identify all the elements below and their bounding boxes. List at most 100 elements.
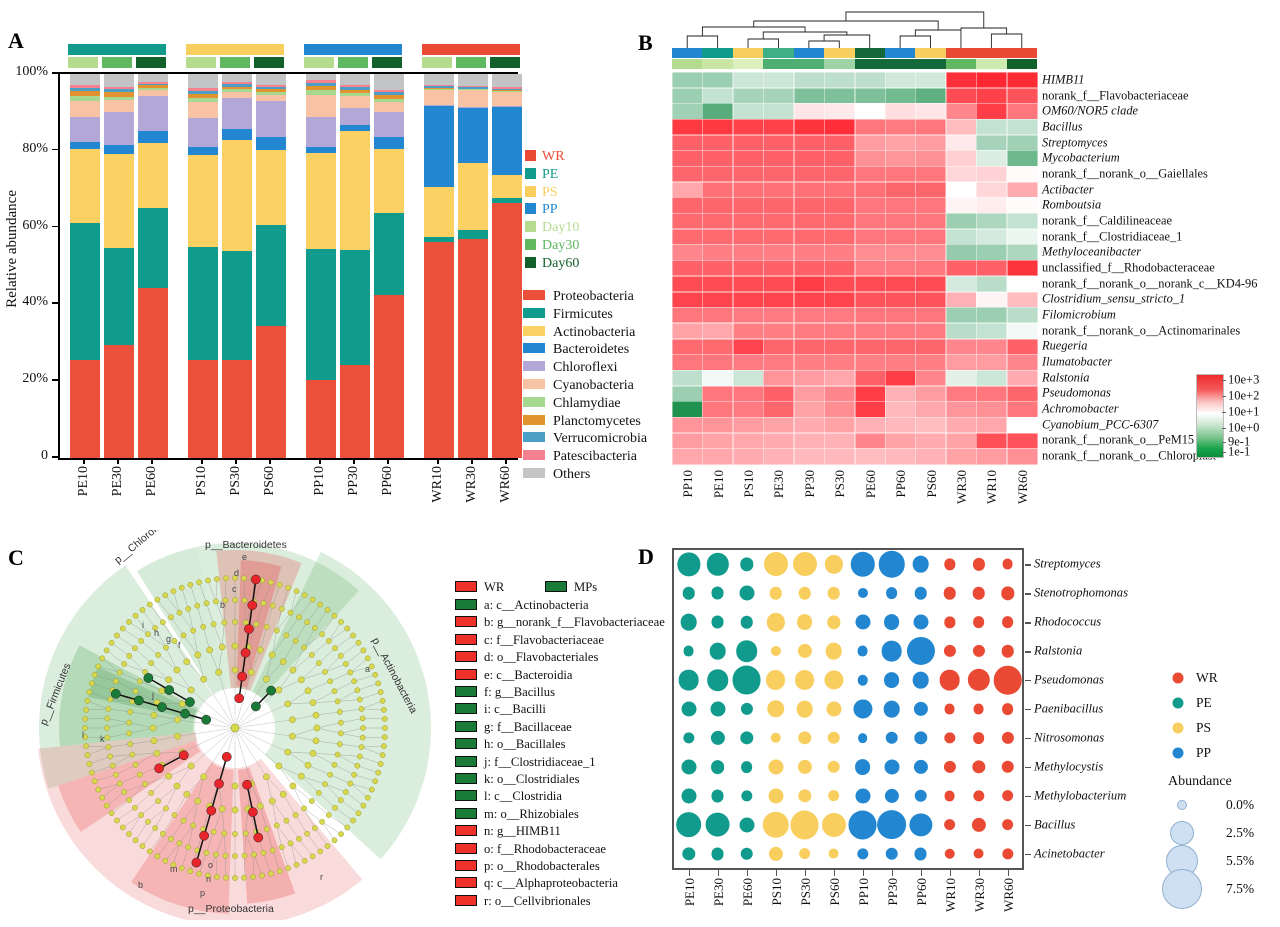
heatmap-cell [672, 150, 704, 167]
heatmap-cell [915, 244, 947, 261]
axis-tick [1025, 795, 1031, 798]
heatmap-cell [702, 260, 734, 277]
table-row [340, 74, 370, 458]
heatmap-cell [854, 166, 886, 183]
heatmap-cell [884, 291, 916, 308]
bubble-marker [883, 672, 900, 688]
heatmap-cell [732, 103, 764, 120]
bubble-marker [680, 759, 697, 775]
heatmap-row-label: Clostridium_sensu_stricto_1 [1042, 291, 1186, 306]
heatmap-cell [824, 181, 856, 199]
heatmap-cell [915, 322, 947, 340]
legend-swatch [525, 150, 536, 161]
group-color-bar [186, 44, 284, 55]
heatmap-cell [732, 228, 764, 246]
heatmap-cell [732, 385, 764, 402]
legend-label: Proteobacteria [553, 289, 634, 304]
axis-tick-label: PE30 [110, 466, 125, 497]
heatmap-cell [763, 416, 795, 434]
legend-item: PE [525, 166, 579, 184]
group-color-bar [763, 48, 795, 58]
heatmap-cell [945, 307, 977, 324]
legend-label: k: o__Clostridiales [484, 772, 580, 786]
heatmap-cell [824, 416, 856, 434]
axis-tick [717, 870, 719, 876]
axis-tick [83, 458, 85, 464]
bubble-marker [973, 703, 984, 715]
group-color-bar [824, 48, 855, 58]
bubble-marker [821, 812, 846, 837]
heatmap-cell [945, 150, 977, 167]
legend-swatch [455, 616, 477, 628]
heatmap-column-label: PE60 [862, 470, 878, 499]
heatmap-cell [1006, 448, 1038, 465]
heatmap-cell [732, 416, 764, 434]
bubble-column-label: PP30 [884, 878, 900, 906]
legend-swatch [525, 203, 536, 215]
svg-text:c: c [232, 584, 237, 594]
heatmap-cell [672, 401, 704, 418]
legend-label: PP [542, 202, 558, 218]
heatmap-cell [672, 103, 704, 120]
day-color-bar [220, 57, 250, 68]
bubble-marker [884, 788, 899, 803]
heatmap-row-label: Ralstonia [1042, 370, 1090, 385]
day-color-bar [490, 57, 520, 68]
heatmap-cell [915, 181, 947, 199]
legend-swatch [525, 238, 536, 250]
heatmap-cell [672, 291, 704, 308]
heatmap-cell [793, 448, 825, 465]
legend-swatch [523, 290, 545, 300]
heatmap-cell [732, 275, 764, 293]
bubble-marker [711, 847, 724, 861]
heatmap-cell [854, 228, 886, 246]
heatmap-cell [702, 432, 734, 449]
axis-tick [775, 870, 777, 876]
legend-swatch [455, 720, 477, 732]
heatmap-cell [976, 448, 1008, 465]
axis-tick [1025, 593, 1031, 595]
day-color-bar [854, 59, 886, 69]
heatmap-cell [915, 291, 947, 308]
axis-tick [201, 458, 203, 464]
axis-tick [1007, 870, 1009, 876]
legend-item: d: o__Flavobacteriales [455, 650, 598, 665]
heatmap-cell [884, 338, 916, 355]
legend-label: Actinobacteria [553, 324, 636, 340]
heatmap-cell [763, 401, 795, 418]
svg-text:p__Proteobacteria: p__Proteobacteria [188, 903, 274, 915]
legend-label: a: c__Actinobacteria [484, 598, 589, 612]
legend-item: k: o__Clostridiales [455, 772, 580, 787]
heatmap-cell [793, 119, 825, 136]
bubble-marker [943, 558, 956, 571]
heatmap-cell [1006, 134, 1038, 151]
legend-label: WR [1196, 670, 1218, 685]
bubble-marker [1001, 789, 1014, 802]
group-color-bar [1006, 48, 1038, 58]
bubble-marker [824, 555, 843, 574]
bubble-column-label: PS10 [768, 878, 784, 906]
heatmap-column-label: WR10 [984, 470, 1000, 504]
bubble-marker [854, 614, 871, 630]
heatmap-cell [702, 291, 734, 308]
heatmap-cell [702, 338, 734, 355]
heatmap-cell [763, 275, 795, 293]
heatmap-cell [1006, 244, 1038, 261]
heatmap-cell [976, 166, 1008, 183]
color-scale-label: 1e-1 [1228, 444, 1251, 459]
bubble-marker [792, 552, 817, 577]
color-scale-label: 9e-1 [1228, 434, 1251, 449]
heatmap-cell [884, 72, 916, 89]
size-legend-marker [1177, 800, 1187, 810]
heatmap-cell [793, 401, 825, 418]
axis-tick-label: 100% [15, 64, 48, 79]
legend-item: o: f__Rhodobacteraceae [455, 842, 606, 857]
legend-item: WR [455, 580, 504, 595]
group-color-bar [884, 48, 916, 58]
heatmap-cell [854, 401, 886, 418]
color-scale-tick [1222, 452, 1226, 453]
legend-swatch [1172, 722, 1184, 734]
heatmap-cell [1006, 87, 1038, 104]
heatmap-cell [824, 150, 856, 167]
bubble-marker [770, 646, 781, 657]
